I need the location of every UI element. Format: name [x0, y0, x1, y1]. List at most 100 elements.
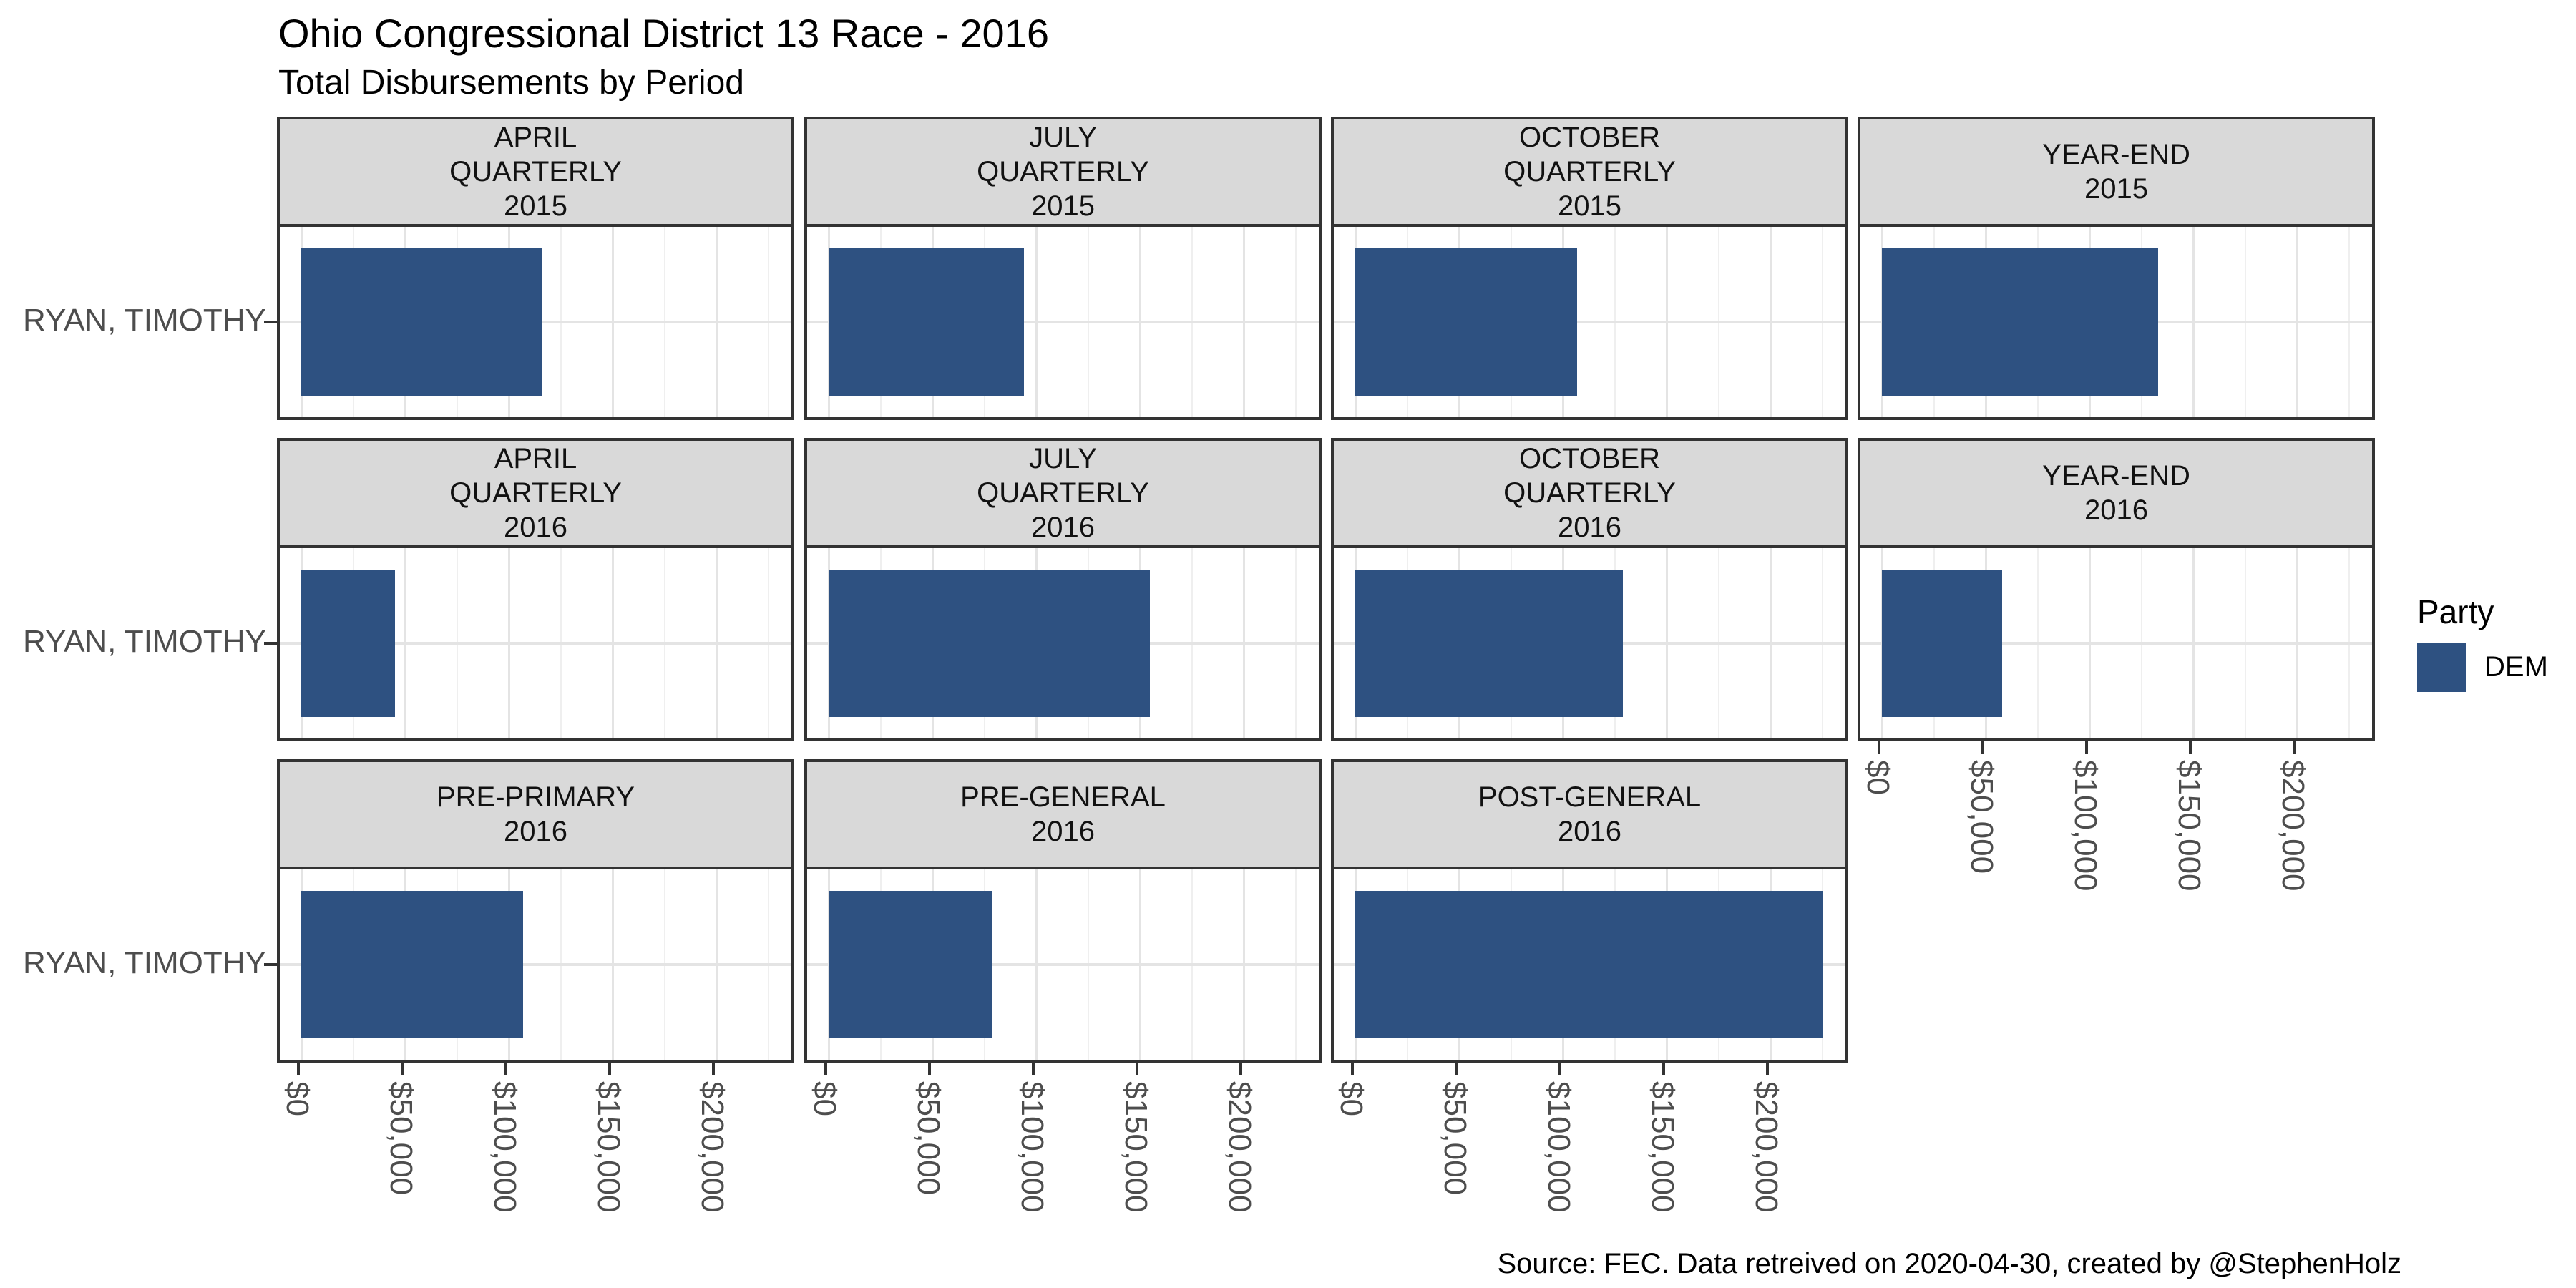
- legend-item-label: DEM: [2484, 651, 2548, 683]
- facet-strip-label: POST-GENERAL: [1478, 781, 1702, 813]
- gridline-horizontal: [807, 963, 1319, 966]
- x-axis-label: $0: [807, 1081, 842, 1116]
- x-axis-tick: [297, 1063, 300, 1075]
- facet-strip-label: QUARTERLY: [449, 477, 622, 509]
- gridline-horizontal: [807, 321, 1319, 323]
- x-axis-label: $150,000: [1645, 1081, 1680, 1213]
- x-axis-label: $100,000: [2068, 760, 2103, 892]
- facet-strip-july-quarterly-2016: JULY QUARTERLY 2016: [804, 438, 1322, 548]
- x-axis-tick: [1351, 1063, 1354, 1075]
- facet-strip-label: QUARTERLY: [449, 156, 622, 187]
- facet-panel-july-quarterly-2016: [804, 545, 1322, 741]
- facet-strip-year-end-2015: YEAR-END 2015: [1858, 117, 2375, 227]
- facet-panel-post-general-2016: [1331, 867, 1848, 1063]
- facet-strip-label: 2016: [504, 816, 567, 847]
- facet-strip-label: OCTOBER: [1518, 443, 1661, 474]
- chart-caption: Source: FEC. Data retreived on 2020-04-3…: [1497, 1248, 2401, 1279]
- facet-strip-label: 2015: [1558, 190, 1621, 222]
- bar-year-end-2015: [1882, 248, 2158, 396]
- x-axis-tick: [712, 1063, 715, 1075]
- facet-strip-label: 2016: [504, 512, 567, 543]
- facet-strip-july-quarterly-2015: JULY QUARTERLY 2015: [804, 117, 1322, 227]
- x-axis-label: $0: [280, 1081, 315, 1116]
- x-axis-label: $200,000: [695, 1081, 730, 1213]
- y-axis-label-row-0: RYAN, TIMOTHY: [23, 303, 266, 338]
- facet-strip-october-quarterly-2015: OCTOBER QUARTERLY 2015: [1331, 117, 1848, 227]
- facet-strip-post-general-2016: POST-GENERAL 2016: [1331, 759, 1848, 869]
- x-axis-tick: [2085, 741, 2088, 754]
- x-axis-tick: [1239, 1063, 1242, 1075]
- y-axis-tick: [264, 321, 277, 323]
- facet-panel-year-end-2015: [1858, 224, 2375, 420]
- facet-panel-july-quarterly-2015: [804, 224, 1322, 420]
- facet-strip-pre-primary-2016: PRE-PRIMARY 2016: [277, 759, 794, 869]
- bar-july-quarterly-2015: [829, 248, 1024, 396]
- bar-july-quarterly-2016: [829, 570, 1150, 717]
- legend-title: Party: [2417, 593, 2494, 630]
- facet-strip-label: APRIL: [494, 443, 577, 474]
- facet-strip-label: JULY: [1029, 443, 1097, 474]
- facet-strip-label: 2016: [1031, 816, 1095, 847]
- facet-strip-label: 2016: [1558, 816, 1621, 847]
- facet-strip-label: 2016: [1031, 512, 1095, 543]
- chart-subtitle: Total Disbursements by Period: [278, 64, 744, 102]
- facet-strip-label: APRIL: [494, 122, 577, 153]
- facet-strip-label: YEAR-END: [2042, 139, 2190, 170]
- bar-april-quarterly-2016: [301, 570, 395, 717]
- x-axis-tick: [928, 1063, 931, 1075]
- bar-pre-general-2016: [829, 891, 992, 1038]
- facet-panel-pre-primary-2016: [277, 867, 794, 1063]
- y-axis-tick: [264, 963, 277, 966]
- bar-october-quarterly-2015: [1355, 248, 1577, 396]
- x-axis-tick: [1981, 741, 1984, 754]
- x-axis-tick: [1662, 1063, 1665, 1075]
- bar-october-quarterly-2016: [1355, 570, 1623, 717]
- facet-strip-label: QUARTERLY: [1503, 477, 1676, 509]
- bar-april-quarterly-2015: [301, 248, 542, 396]
- y-axis-label-row-2: RYAN, TIMOTHY: [23, 945, 266, 980]
- x-axis-label: $100,000: [487, 1081, 522, 1213]
- x-axis-label: $100,000: [1541, 1081, 1576, 1213]
- x-axis-label: $50,000: [911, 1081, 946, 1196]
- facet-panel-pre-general-2016: [804, 867, 1322, 1063]
- facet-strip-label: 2015: [504, 190, 567, 222]
- facet-strip-label: QUARTERLY: [977, 477, 1149, 509]
- facet-strip-label: 2016: [1558, 512, 1621, 543]
- x-axis-tick: [504, 1063, 507, 1075]
- gridline-horizontal: [1860, 642, 2372, 645]
- x-axis-tick: [608, 1063, 611, 1075]
- x-axis-label: $150,000: [2172, 760, 2207, 892]
- legend-key-swatch: [2417, 643, 2466, 692]
- facet-panel-year-end-2016: [1858, 545, 2375, 741]
- facet-strip-april-quarterly-2015: APRIL QUARTERLY 2015: [277, 117, 794, 227]
- facet-strip-label: OCTOBER: [1518, 122, 1661, 153]
- x-axis-tick: [1878, 741, 1880, 754]
- x-axis-label: $200,000: [1749, 1081, 1784, 1213]
- chart-title: Ohio Congressional District 13 Race - 20…: [278, 11, 1049, 56]
- facet-strip-year-end-2016: YEAR-END 2016: [1858, 438, 2375, 548]
- y-axis-label-row-1: RYAN, TIMOTHY: [23, 624, 266, 659]
- facet-panel-october-quarterly-2015: [1331, 224, 1848, 420]
- facet-panel-october-quarterly-2016: [1331, 545, 1848, 741]
- x-axis-label: $100,000: [1015, 1081, 1050, 1213]
- x-axis-label: $200,000: [1222, 1081, 1257, 1213]
- x-axis-tick: [1558, 1063, 1561, 1075]
- facet-panel-april-quarterly-2015: [277, 224, 794, 420]
- facet-strip-label: PRE-GENERAL: [960, 781, 1166, 813]
- facet-strip-label: JULY: [1029, 122, 1097, 153]
- x-axis-tick: [1455, 1063, 1458, 1075]
- facet-strip-pre-general-2016: PRE-GENERAL 2016: [804, 759, 1322, 869]
- gridline-horizontal: [280, 963, 791, 966]
- x-axis-tick: [2189, 741, 2192, 754]
- bar-pre-primary-2016: [301, 891, 523, 1038]
- y-axis-tick: [264, 642, 277, 645]
- x-axis-tick: [1766, 1063, 1769, 1075]
- x-axis-label: $150,000: [1118, 1081, 1153, 1213]
- gridline-horizontal: [1334, 321, 1845, 323]
- gridline-horizontal: [280, 642, 791, 645]
- x-axis-label: $150,000: [591, 1081, 626, 1213]
- x-axis-label: $200,000: [2275, 760, 2311, 892]
- x-axis-tick: [401, 1063, 404, 1075]
- x-axis-tick: [1136, 1063, 1138, 1075]
